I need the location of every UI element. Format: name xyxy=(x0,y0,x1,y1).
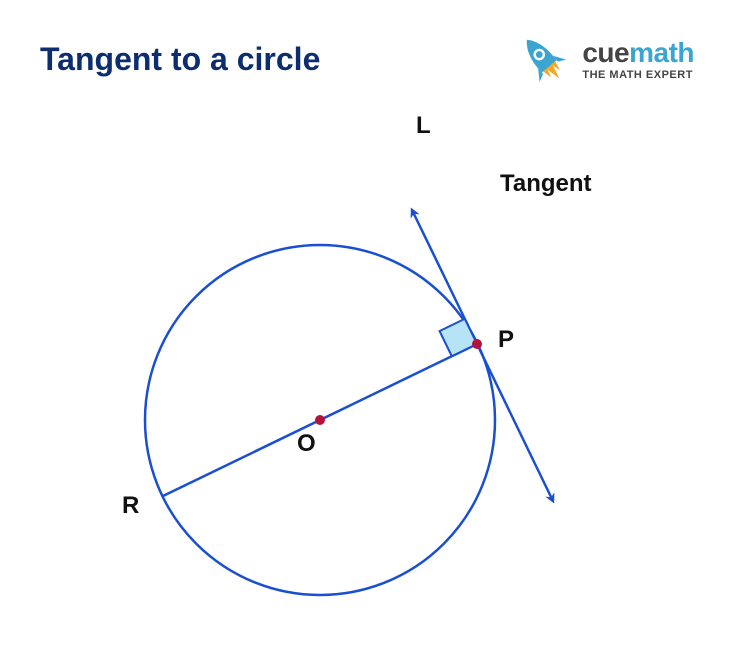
label-p: P xyxy=(498,326,514,354)
tangent-line-down xyxy=(477,344,552,499)
brand-logo: cuemath THE MATH EXPERT xyxy=(514,30,694,88)
brand-cue: cue xyxy=(582,37,629,68)
brand-math: math xyxy=(629,37,694,68)
label-tangent: Tangent xyxy=(500,170,592,198)
brand-tagline: THE MATH EXPERT xyxy=(582,69,694,81)
rocket-icon xyxy=(514,30,572,88)
label-o: O xyxy=(297,430,316,458)
right-angle-marker xyxy=(440,319,477,356)
label-l: L xyxy=(416,112,431,140)
point-o xyxy=(315,415,325,425)
page-title: Tangent to a circle xyxy=(40,41,320,78)
brand-name: cuemath xyxy=(582,37,694,69)
point-p xyxy=(472,339,482,349)
geometry-diagram: L Tangent P O R xyxy=(0,100,734,646)
label-r: R xyxy=(122,492,139,520)
